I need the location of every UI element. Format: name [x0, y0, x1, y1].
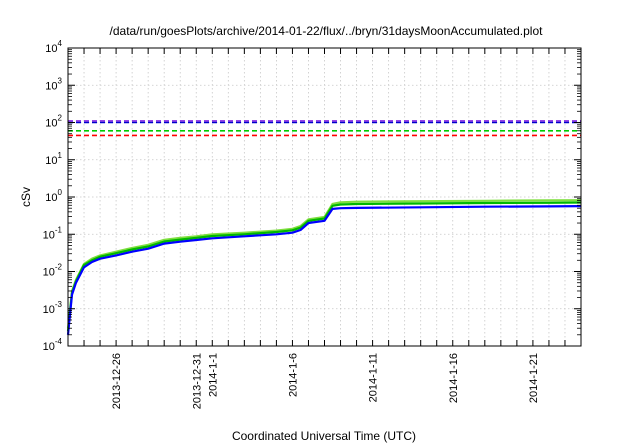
y-tick-label: 100	[45, 188, 62, 204]
chart-title: /data/run/goesPlots/archive/2014-01-22/f…	[110, 24, 544, 38]
x-axis-ticks: 2013-12-26 2013-12-31 2014-1-1 2014-1-6 2014…	[67, 48, 582, 409]
series-line	[66, 205, 582, 335]
y-axis-ticks: 10-4 10-3 10-2 10-1 100 101 102 103 104	[43, 39, 581, 353]
data-series	[66, 199, 582, 335]
y-tick-label: 10-2	[43, 263, 63, 279]
x-tick-label: 2014-1-6	[287, 353, 299, 397]
y-tick-label: 103	[45, 76, 62, 92]
x-tick-label: 2013-12-26	[111, 353, 123, 409]
x-tick-label: 2014-1-11	[368, 353, 380, 402]
y-tick-label: 10-1	[43, 225, 63, 241]
x-tick-label: 2014-1-1	[207, 353, 219, 397]
series-line	[66, 199, 582, 329]
y-tick-label: 101	[45, 151, 62, 167]
threshold-lines	[68, 120, 581, 137]
y-axis-label: cSv	[19, 187, 33, 207]
x-tick-label: 2013-12-31	[191, 353, 203, 409]
grid	[68, 48, 581, 346]
x-tick-label: 2014-1-16	[448, 353, 460, 403]
y-tick-label: 10-4	[43, 337, 63, 353]
series-line	[66, 201, 582, 332]
y-tick-label: 10-3	[43, 300, 63, 316]
y-tick-label: 104	[45, 39, 62, 55]
x-tick-label: 2014-1-21	[528, 353, 540, 403]
y-tick-label: 102	[45, 114, 62, 130]
x-axis-label: Coordinated Universal Time (UTC)	[232, 429, 416, 443]
